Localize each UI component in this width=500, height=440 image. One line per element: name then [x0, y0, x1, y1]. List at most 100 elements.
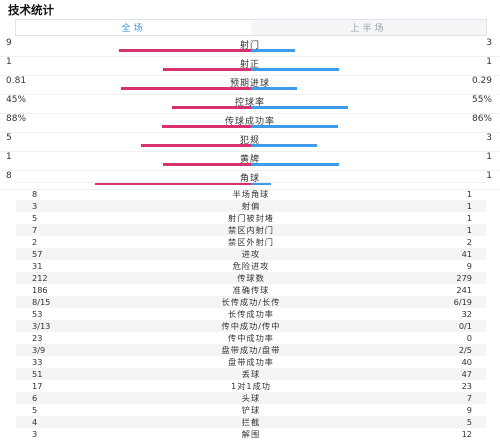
home-value: 186	[32, 285, 48, 295]
home-bar	[163, 163, 251, 166]
away-value: 3	[486, 38, 492, 48]
home-value: 1	[6, 57, 12, 67]
list-stat-row: 8 半场角球 1	[16, 188, 486, 200]
home-value: 212	[32, 273, 48, 283]
home-value: 57	[32, 249, 43, 259]
home-value: 0.81	[6, 76, 27, 86]
row-separator	[0, 113, 500, 114]
stat-label: 射正	[239, 60, 260, 70]
list-stat-row: 186 准确传球 241	[16, 284, 486, 296]
home-value: 23	[32, 333, 43, 343]
home-value: 1	[6, 152, 12, 162]
stat-label: 犯规	[239, 136, 260, 146]
away-value: 12	[461, 429, 472, 439]
home-value: 4	[32, 417, 38, 427]
home-value: 3/13	[32, 321, 51, 331]
away-value: 1	[466, 201, 472, 211]
away-value: 1	[486, 171, 492, 181]
away-value: 1	[466, 189, 472, 199]
list-stat-row: 33 盘带成功率 40	[16, 356, 486, 368]
home-value: 8	[6, 171, 12, 181]
stat-label: 射门被封堵	[228, 213, 274, 223]
bar-stat-row: 1 黄牌 1	[0, 151, 500, 171]
stat-label: 解围	[241, 429, 261, 439]
home-bar	[119, 49, 251, 52]
stat-label: 传球数	[237, 273, 265, 283]
away-value: 3	[486, 133, 492, 143]
row-separator	[0, 132, 500, 133]
home-value: 33	[32, 357, 43, 367]
away-value: 23	[461, 381, 472, 391]
home-bar	[121, 87, 251, 90]
stat-label: 进攻	[241, 249, 261, 259]
home-value: 88%	[6, 114, 27, 124]
stat-label: 长传成功/长传	[221, 297, 281, 307]
page-title: 技术统计	[8, 3, 54, 17]
away-value: 241	[456, 285, 472, 295]
home-value: 8/15	[32, 297, 51, 307]
away-bar	[251, 87, 297, 90]
list-stat-row: 8/15 长传成功/长传 6/19	[16, 296, 486, 308]
away-value: 1	[466, 213, 472, 223]
period-tabs: 全场 上半场	[15, 19, 487, 36]
home-value: 8	[32, 189, 38, 199]
stat-label: 预期进球	[229, 79, 270, 89]
tab-full-match[interactable]: 全场	[16, 20, 251, 35]
away-value: 41	[461, 249, 472, 259]
list-stat-row: 57 进攻 41	[16, 248, 486, 260]
row-separator	[0, 170, 500, 171]
row-separator	[0, 56, 500, 57]
bar-stat-row: 45% 控球率 55%	[0, 94, 500, 114]
away-value: 55%	[471, 95, 492, 105]
list-stats: 8 半场角球 1 3 射偏 1 5 射门被封堵 1 7 禁区内射门 1 2 禁区外射门 2 57 进攻 41 31 危…	[16, 188, 486, 440]
row-separator	[0, 75, 500, 76]
away-value: 9	[466, 261, 472, 271]
away-bar	[251, 125, 338, 128]
away-value: 279	[456, 273, 472, 283]
away-value: 32	[461, 309, 472, 319]
home-value: 7	[32, 225, 38, 235]
home-bar	[141, 144, 251, 147]
list-stat-row: 31 危险进攻 9	[16, 260, 486, 272]
list-stat-row: 7 禁区内射门 1	[16, 224, 486, 236]
stat-label: 拦截	[241, 417, 261, 427]
away-bar	[251, 163, 339, 166]
list-stat-row: 4 拦截 5	[16, 416, 486, 428]
away-value: 47	[461, 369, 472, 379]
home-value: 45%	[6, 95, 27, 105]
away-value: 86%	[471, 114, 492, 124]
stat-label: 准确传球	[232, 285, 270, 295]
list-stat-row: 3 解围 12	[16, 428, 486, 440]
list-stat-row: 51 丢球 47	[16, 368, 486, 380]
away-value: 0/1	[458, 321, 472, 331]
row-separator	[0, 151, 500, 152]
away-value: 2	[466, 237, 472, 247]
home-value: 31	[32, 261, 43, 271]
away-value: 1	[466, 225, 472, 235]
home-value: 3/9	[32, 345, 46, 355]
away-value: 1	[486, 152, 492, 162]
away-value: 9	[466, 405, 472, 415]
bar-stat-row: 1 射正 1	[0, 56, 500, 76]
home-value: 2	[32, 237, 38, 247]
home-value: 5	[32, 405, 38, 415]
home-value: 6	[32, 393, 38, 403]
home-value: 5	[6, 133, 12, 143]
stat-label: 禁区内射门	[228, 225, 274, 235]
stat-label: 丢球	[241, 369, 261, 379]
bar-stat-row: 5 犯规 3	[0, 132, 500, 152]
away-value: 6/19	[453, 297, 472, 307]
stat-label: 黄牌	[239, 155, 260, 165]
list-stat-row: 3 射偏 1	[16, 200, 486, 212]
away-value: 0.29	[471, 76, 492, 86]
tab-first-half[interactable]: 上半场	[350, 24, 387, 34]
bar-stat-row: 88% 传球成功率 86%	[0, 113, 500, 133]
stat-label: 长传成功率	[228, 309, 274, 319]
bar-stat-row: 8 角球 1	[0, 170, 500, 190]
stat-label: 角球	[239, 174, 260, 184]
stat-label: 盘带成功率	[228, 357, 274, 367]
stat-label: 禁区外射门	[228, 237, 274, 247]
away-bar	[251, 68, 339, 71]
list-stat-row: 2 禁区外射门 2	[16, 236, 486, 248]
